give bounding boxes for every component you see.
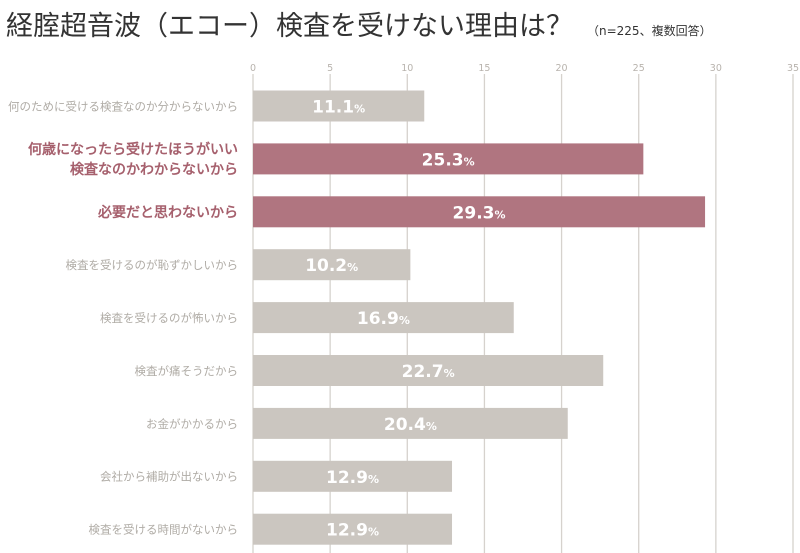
bar-value-label: 10.2% [305, 256, 358, 276]
category-label: 会社から補助が出ないから [100, 470, 238, 484]
bar [253, 143, 644, 175]
chart-title: 経腟超音波（エコー）検査を受けない理由は？ [6, 11, 573, 42]
category-label: 検査を受けるのが恥ずかしいから [66, 258, 239, 272]
category-label: 検査が痛そうだから [135, 364, 239, 378]
x-tick-label: 15 [478, 63, 490, 74]
x-tick-label: 10 [401, 63, 413, 74]
bar [253, 355, 604, 386]
bar-value-label: 11.1% [312, 98, 365, 118]
bar-value-label: 12.9% [326, 468, 379, 488]
x-tick-label: 30 [710, 63, 722, 74]
bar [253, 196, 706, 228]
bar [253, 460, 453, 492]
bar-value-label: 12.9% [326, 521, 379, 541]
category-label: 何歳になったら受けたほうがいい検査なのかわからないから [28, 141, 238, 178]
category-label: 必要だと思わないから [97, 204, 238, 221]
chart-title-block: 経腟超音波（エコー）検査を受けない理由は？ （n=225、複数回答） [6, 4, 712, 43]
category-label: 何のために受ける検査なのか分からないから [8, 99, 238, 113]
x-tick-label: 5 [327, 63, 333, 74]
bar [253, 407, 568, 439]
bar [253, 513, 453, 545]
bar-value-label: 20.4% [384, 415, 437, 435]
x-tick-label: 0 [250, 63, 256, 74]
chart-subtitle: （n=225、複数回答） [587, 24, 712, 38]
category-label: 検査を受ける時間がないから [89, 523, 239, 537]
x-tick-label: 25 [633, 63, 645, 74]
bar-value-label: 25.3% [422, 150, 475, 170]
category-label: お金がかかるから [146, 417, 238, 431]
bar-value-label: 29.3% [453, 203, 506, 223]
bar [253, 90, 425, 122]
x-tick-label: 35 [787, 63, 799, 74]
bar [253, 249, 411, 281]
category-label: 検査を受けるのが怖いから [100, 311, 238, 325]
bar [253, 302, 514, 334]
bar-value-label: 16.9% [357, 309, 410, 329]
bar-value-label: 22.7% [402, 362, 455, 382]
x-tick-label: 20 [556, 63, 568, 74]
